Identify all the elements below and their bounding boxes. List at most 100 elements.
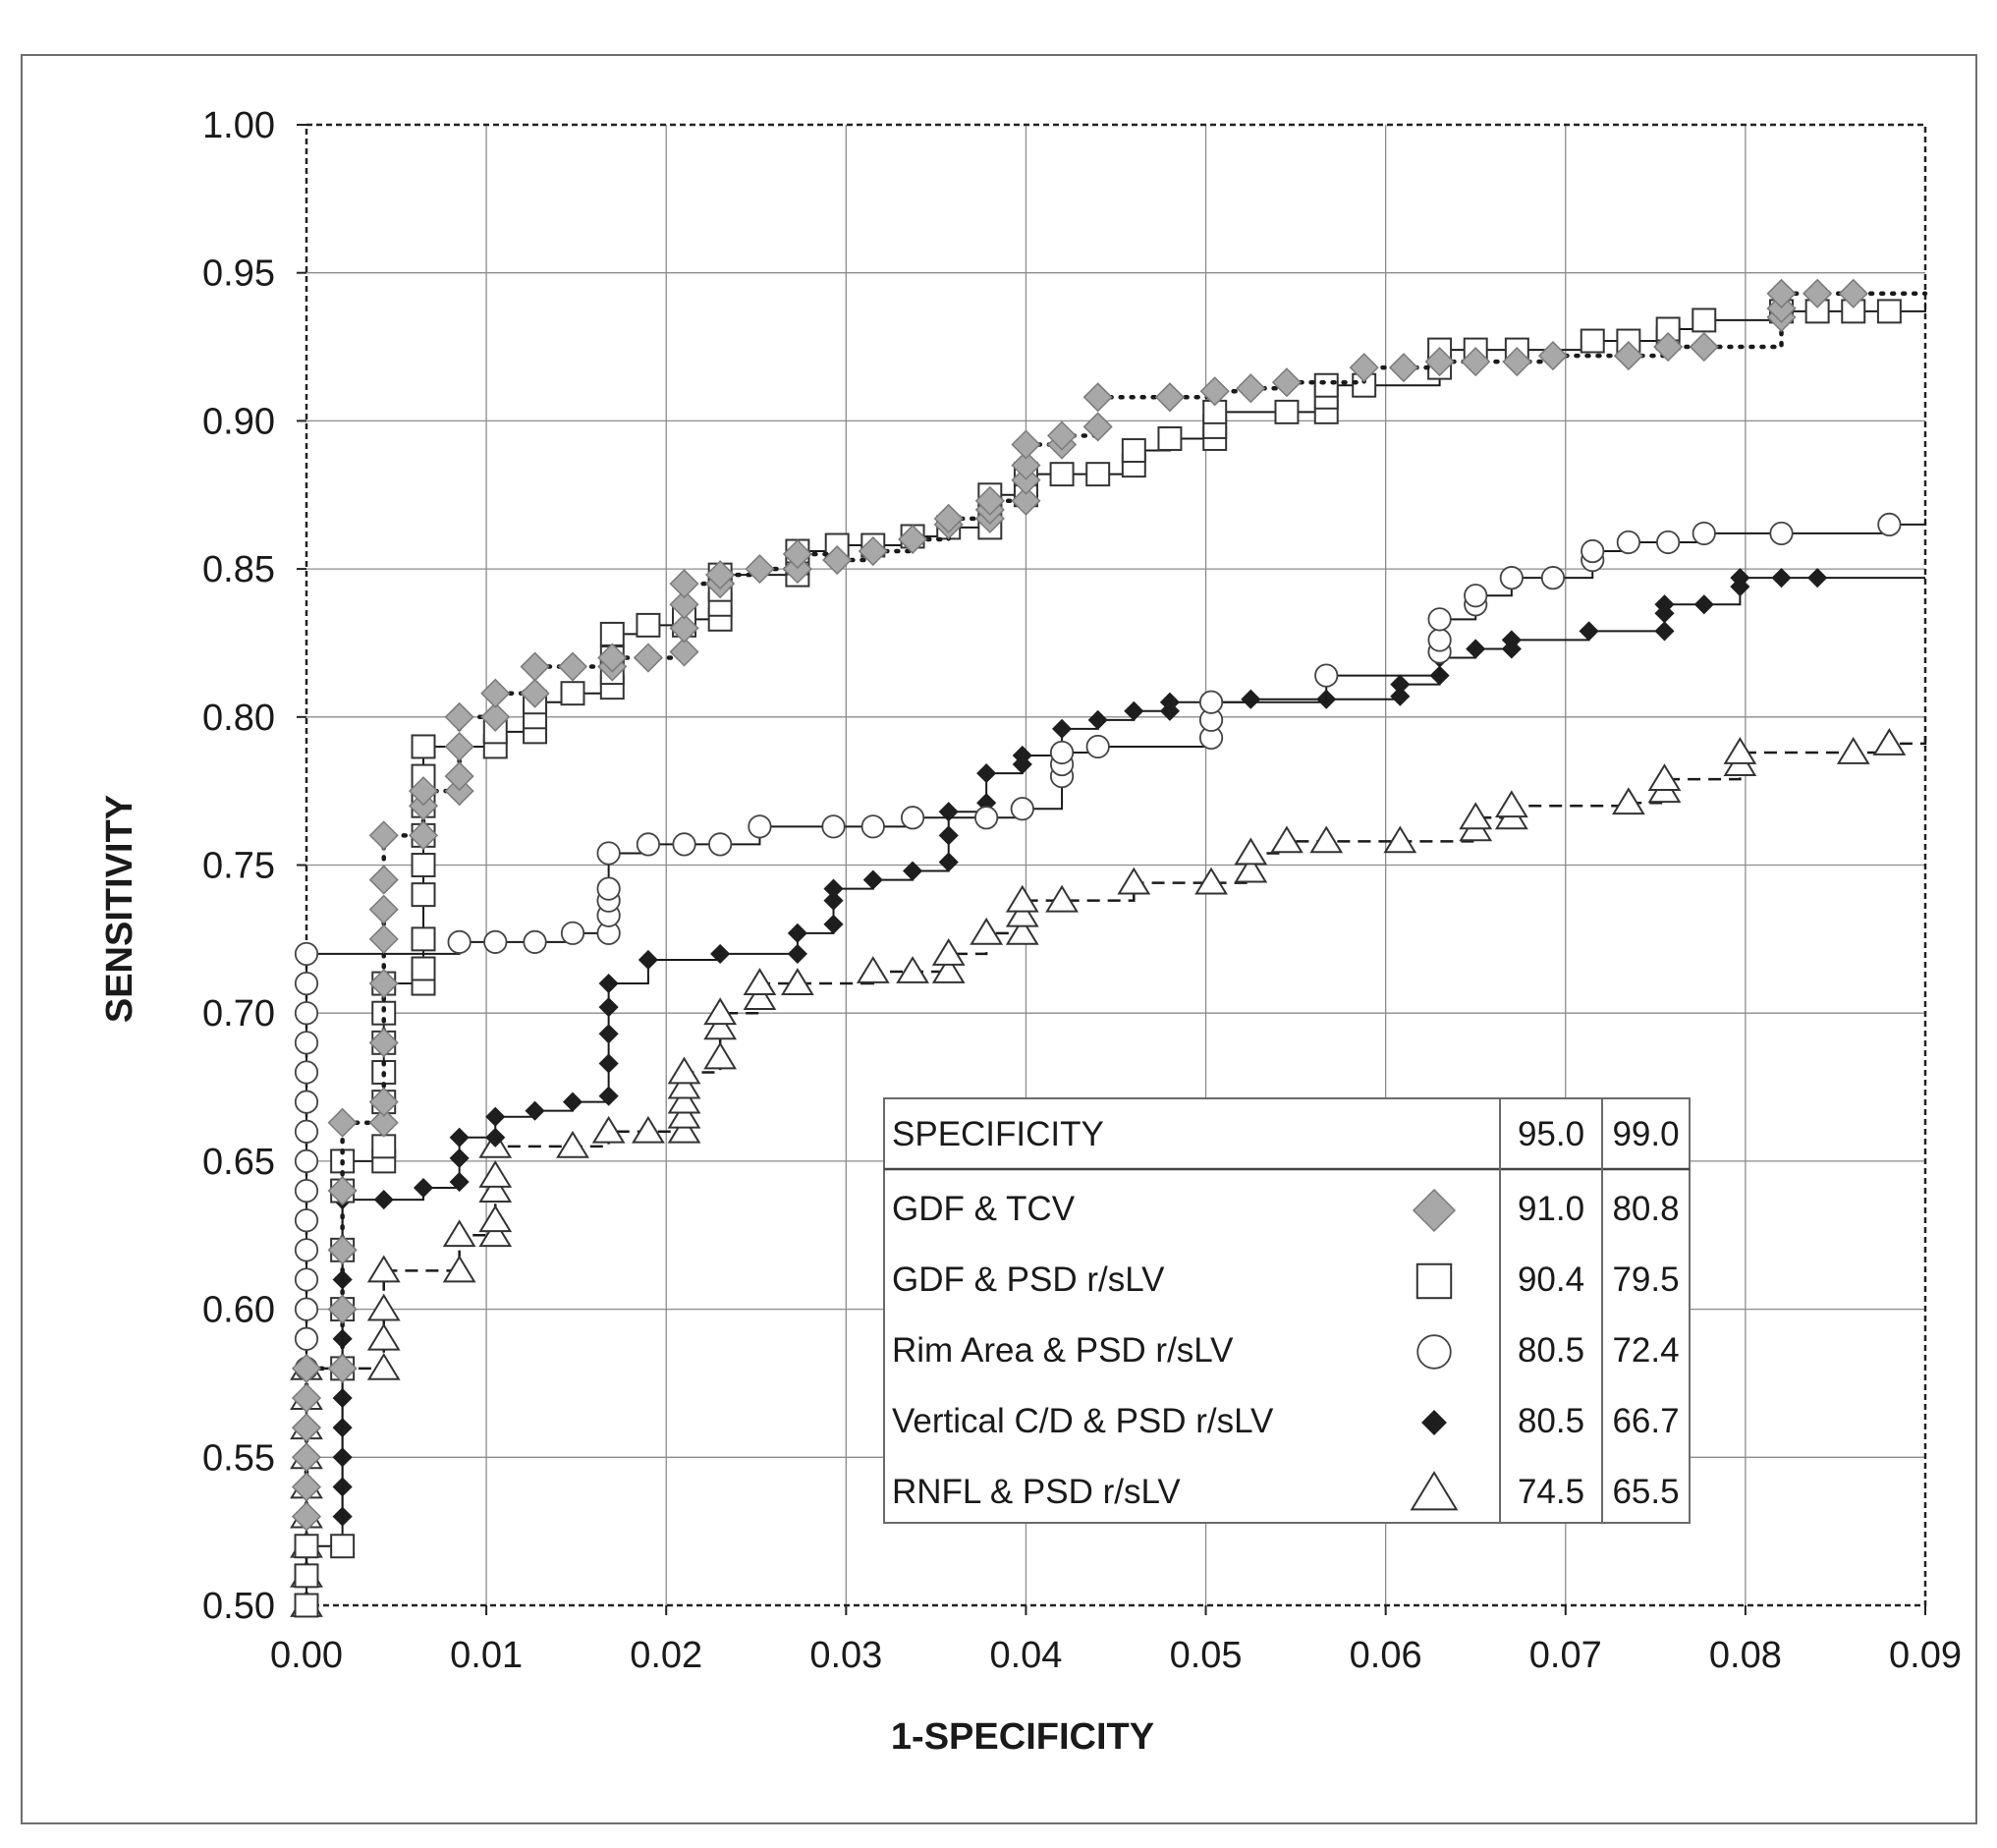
data-point (294, 1148, 319, 1174)
data-point (708, 832, 733, 857)
data-point (1769, 521, 1794, 546)
data-point (1011, 450, 1041, 480)
y-tick-label: 0.90 (202, 401, 275, 442)
data-point (485, 1106, 506, 1127)
legend-value-95: 80.5 (1518, 1331, 1584, 1370)
data-point (1876, 299, 1902, 324)
data-point (1236, 373, 1266, 404)
data-point (1766, 293, 1797, 323)
data-point (368, 1107, 399, 1138)
legend-marker-triangle-open (1410, 1471, 1459, 1511)
data-point (598, 973, 619, 994)
data-point (368, 1087, 399, 1117)
data-point (823, 914, 844, 934)
data-point (823, 878, 844, 899)
data-point (327, 1294, 358, 1324)
data-point (1082, 412, 1113, 442)
x-tick-label: 0.07 (1529, 1635, 1602, 1676)
data-point (598, 1086, 619, 1106)
data-point (823, 890, 844, 911)
data-point (974, 485, 1005, 516)
data-point (748, 814, 772, 839)
data-point (444, 731, 474, 762)
data-point (976, 762, 997, 784)
data-point (562, 1092, 583, 1112)
data-point (294, 971, 319, 996)
data-point (669, 589, 699, 620)
data-point (1581, 538, 1605, 564)
y-tick-label: 0.65 (202, 1142, 275, 1183)
data-point (294, 1534, 319, 1559)
data-point (862, 869, 883, 890)
legend-value-99: 72.4 (1612, 1331, 1679, 1370)
data-point (667, 1100, 701, 1129)
x-tick-label: 0.09 (1889, 1635, 1962, 1676)
data-point (1005, 917, 1039, 945)
data-point (449, 1148, 470, 1168)
data-point (974, 806, 999, 830)
x-tick-label: 0.01 (450, 1635, 523, 1676)
data-point (411, 853, 436, 877)
legend-value-99: 65.5 (1612, 1473, 1679, 1511)
data-point (1270, 825, 1304, 854)
data-point (1045, 884, 1079, 913)
data-point (294, 1267, 319, 1292)
data-point (1723, 737, 1757, 764)
x-tick-label: 0.05 (1170, 1635, 1243, 1676)
data-point (478, 1175, 513, 1203)
data-point (1502, 347, 1532, 377)
y-tick-label: 0.75 (202, 846, 275, 887)
data-point (1198, 690, 1224, 714)
data-point (411, 734, 436, 759)
data-point (1836, 737, 1870, 764)
data-point (327, 1175, 358, 1206)
data-point (787, 923, 807, 943)
data-point (1011, 465, 1041, 495)
data-point (856, 956, 890, 983)
data-point (900, 806, 925, 830)
data-point (667, 1056, 701, 1085)
data-point (330, 1534, 356, 1559)
data-point (1049, 462, 1075, 487)
data-point (444, 776, 474, 807)
data-point (449, 1127, 470, 1148)
legend-table: SPECIFICITY 95.0 99.0 GDF & TCV 91.0 80.8 GDF … (883, 1097, 1691, 1524)
data-point (1653, 331, 1684, 363)
tick-labels: 0.00 0.01 0.02 0.03 0.04 0.05 0.06 0.07 0.08 0.09… (202, 105, 1962, 1676)
data-point (782, 538, 812, 570)
data-point (1466, 639, 1486, 659)
legend-value-95: 80.5 (1518, 1402, 1584, 1440)
data-point (636, 612, 661, 638)
data-point (669, 637, 699, 667)
legend-col-95: 95.0 (1518, 1115, 1584, 1153)
data-point (822, 544, 853, 576)
x-tick-label: 0.00 (270, 1635, 343, 1676)
data-point (1274, 399, 1300, 424)
data-point (327, 1235, 358, 1265)
legend-value-99: 66.7 (1612, 1402, 1679, 1440)
data-point (413, 1177, 434, 1199)
data-point (1424, 347, 1455, 377)
data-point (408, 791, 439, 821)
legend-row-label: GDF & PSD r/sLV (892, 1260, 1165, 1299)
data-point (411, 882, 436, 908)
data-point (1537, 341, 1569, 371)
data-point (667, 1115, 701, 1144)
data-point (858, 535, 888, 567)
data-point (327, 1353, 358, 1383)
data-point (1005, 884, 1039, 913)
data-point (1611, 787, 1645, 815)
data-point (1011, 485, 1041, 516)
data-point (1157, 426, 1183, 451)
data-point (1540, 566, 1566, 590)
legend-marker-diamond-black (1421, 1410, 1447, 1435)
data-point (1427, 607, 1452, 632)
data-point (291, 1472, 322, 1502)
x-axis-title: 1-SPECIFICITY (891, 1716, 1154, 1758)
data-point (480, 701, 511, 732)
data-point (1656, 530, 1681, 555)
data-point (821, 814, 846, 839)
data-point (366, 1352, 401, 1380)
data-point (896, 956, 929, 983)
data-point (1085, 734, 1110, 759)
